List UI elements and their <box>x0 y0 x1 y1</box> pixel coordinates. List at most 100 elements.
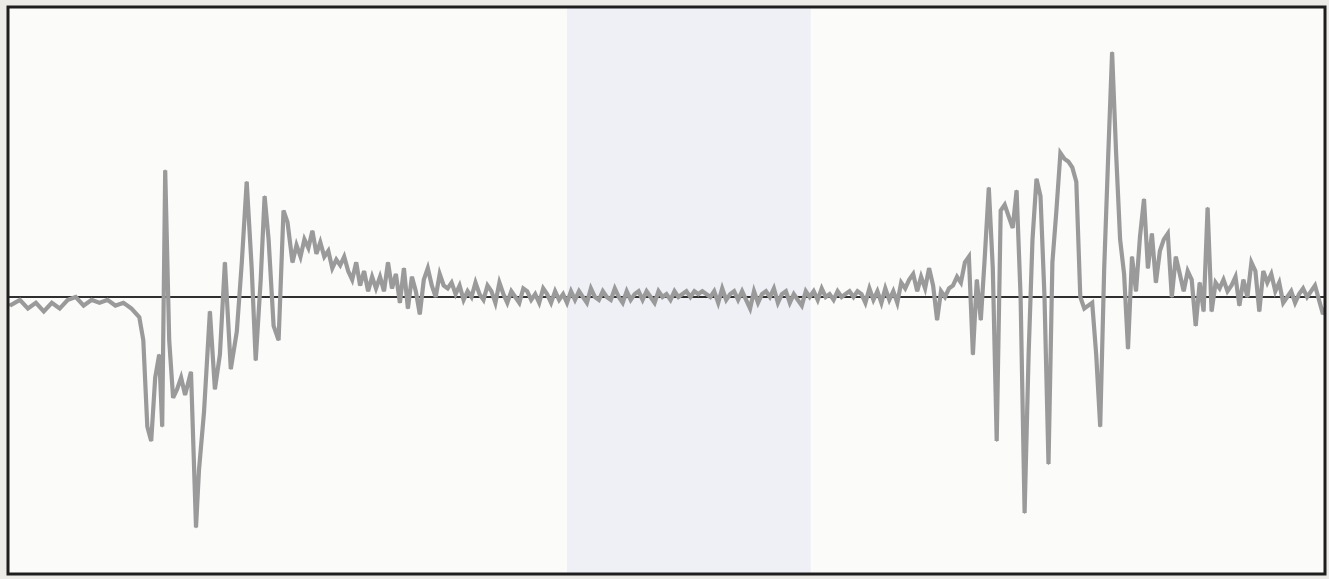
data-point <box>1222 278 1225 281</box>
data-point <box>928 267 930 270</box>
data-point <box>980 319 982 321</box>
data-point <box>606 296 608 298</box>
data-point <box>785 290 787 293</box>
data-point <box>669 299 672 301</box>
data-point <box>777 301 779 304</box>
data-point <box>506 301 509 304</box>
data-point <box>158 353 161 356</box>
series-line <box>8 52 1326 528</box>
data-point <box>474 281 477 284</box>
data-point <box>1186 270 1189 272</box>
data-point <box>884 287 887 290</box>
data-point <box>138 316 141 318</box>
data-point <box>1067 160 1070 163</box>
data-point <box>272 325 275 327</box>
data-point <box>1318 299 1320 301</box>
data-point <box>514 296 517 298</box>
data-point <box>932 284 934 287</box>
data-point <box>741 290 743 293</box>
data-point <box>697 293 700 295</box>
data-point <box>765 290 767 293</box>
data-point <box>602 290 604 293</box>
data-point <box>419 313 421 316</box>
data-point <box>753 290 755 293</box>
data-point <box>35 301 37 304</box>
data-point <box>172 397 174 399</box>
data-point <box>661 296 664 298</box>
data-point <box>1242 278 1245 281</box>
data-point <box>154 376 157 379</box>
data-point <box>613 287 616 290</box>
data-point <box>74 296 77 298</box>
data-point <box>804 290 807 293</box>
data-point <box>649 296 652 298</box>
data-point <box>518 301 521 304</box>
data-point <box>391 287 393 290</box>
data-point <box>371 276 373 278</box>
data-point <box>195 526 197 529</box>
data-point <box>363 270 365 272</box>
data-point <box>446 287 449 290</box>
data-point <box>403 267 405 270</box>
data-point <box>150 440 153 442</box>
data-point <box>161 425 163 428</box>
data-point <box>1007 215 1010 218</box>
data-point <box>1099 425 1101 428</box>
data-point <box>1278 281 1281 284</box>
data-point <box>58 307 61 310</box>
data-point <box>1230 284 1233 287</box>
data-point <box>339 264 342 267</box>
data-point <box>976 278 978 281</box>
data-point <box>538 301 540 304</box>
data-point <box>482 299 485 301</box>
data-point <box>1135 290 1137 293</box>
data-point <box>896 301 899 304</box>
data-point <box>303 238 306 241</box>
data-point <box>470 296 473 298</box>
data-point <box>277 339 280 342</box>
data-point <box>395 273 397 275</box>
data-point <box>203 411 205 414</box>
data-point <box>999 209 1002 212</box>
data-point <box>90 299 93 301</box>
data-point <box>1234 276 1237 278</box>
data-point <box>1107 157 1109 160</box>
data-point <box>522 287 525 290</box>
data-point <box>621 301 624 304</box>
data-point <box>235 330 238 333</box>
data-point <box>940 290 942 293</box>
data-point <box>920 276 922 278</box>
data-point <box>1095 353 1098 356</box>
data-point <box>745 299 747 301</box>
data-point <box>1015 189 1018 192</box>
data-point <box>442 284 445 287</box>
data-point <box>526 290 529 293</box>
data-point <box>812 290 815 293</box>
data-point <box>633 293 636 295</box>
data-point <box>98 301 101 304</box>
data-point <box>1250 261 1253 264</box>
data-point <box>1127 348 1129 350</box>
plot-frame <box>6 5 1327 576</box>
data-point <box>299 255 302 258</box>
data-point <box>359 284 361 287</box>
data-point <box>665 293 668 295</box>
data-point <box>1043 296 1046 298</box>
data-point <box>438 273 441 275</box>
data-point <box>142 339 145 342</box>
data-point <box>355 261 357 264</box>
data-point <box>502 293 505 295</box>
data-point <box>816 299 819 301</box>
data-point <box>230 368 232 370</box>
data-point <box>1298 293 1300 295</box>
data-point <box>530 299 533 301</box>
data-point <box>1194 325 1197 327</box>
data-point <box>434 296 437 298</box>
data-point <box>315 253 318 255</box>
data-point <box>458 284 461 287</box>
data-point <box>478 293 481 295</box>
data-point <box>900 281 903 284</box>
data-point <box>331 267 334 270</box>
data-point <box>114 304 117 307</box>
